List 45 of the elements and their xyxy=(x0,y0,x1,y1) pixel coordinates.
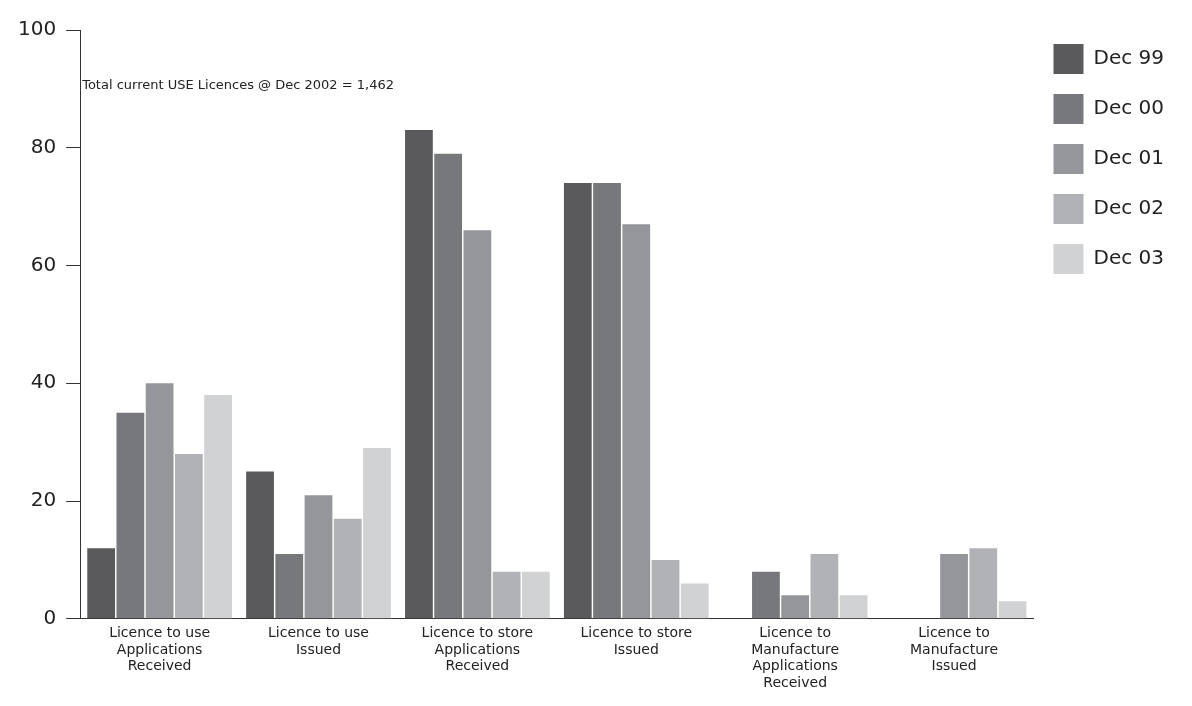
bar xyxy=(174,453,203,619)
bar xyxy=(839,595,868,619)
bar xyxy=(651,559,680,619)
legend-label: Dec 99 xyxy=(1093,45,1165,70)
legend-label: Dec 00 xyxy=(1093,95,1165,120)
y-tick-label: 20 xyxy=(30,487,57,512)
bar xyxy=(969,548,998,619)
y-tick-label: 0 xyxy=(43,605,57,629)
bar xyxy=(246,471,274,619)
bar xyxy=(304,495,333,619)
bar xyxy=(87,548,116,619)
legend-label: Dec 03 xyxy=(1093,245,1165,270)
legend-label: Dec 01 xyxy=(1093,145,1165,170)
bar xyxy=(593,183,621,619)
bar xyxy=(434,153,463,619)
x-tick-label: Licence to Manufacture Applications Received xyxy=(751,623,840,691)
bar xyxy=(275,554,304,619)
y-tick-label: 40 xyxy=(30,369,57,394)
bar xyxy=(363,448,391,619)
bar xyxy=(405,130,433,619)
x-tick-label: Licence to store Issued xyxy=(580,623,693,657)
y-tick-label: 80 xyxy=(30,133,57,158)
x-tick-label: Licence to store Applications Received xyxy=(421,623,534,674)
bar xyxy=(116,412,145,619)
bar xyxy=(521,571,550,619)
x-tick-label: Licence to Manufacture Issued xyxy=(910,623,999,674)
bar xyxy=(492,571,521,619)
y-tick-label: 60 xyxy=(30,251,57,276)
bar xyxy=(998,601,1027,619)
bar xyxy=(752,571,780,619)
y-tick-label: 100 xyxy=(17,16,57,41)
bar xyxy=(463,230,492,619)
bar xyxy=(810,554,839,619)
bar xyxy=(204,395,232,619)
bar xyxy=(622,224,651,619)
x-tick-label: Licence to use Issued xyxy=(268,623,369,657)
bar xyxy=(563,183,592,619)
legend-label: Dec 02 xyxy=(1093,195,1165,220)
x-tick-label: Licence to use Applications Received xyxy=(109,623,211,674)
bar xyxy=(333,518,362,619)
annotation: Total current USE Licences @ Dec 2002 = 1,462 xyxy=(81,77,394,93)
bar xyxy=(781,595,810,619)
bar xyxy=(145,383,174,619)
bar xyxy=(940,554,968,619)
bar xyxy=(680,583,709,619)
